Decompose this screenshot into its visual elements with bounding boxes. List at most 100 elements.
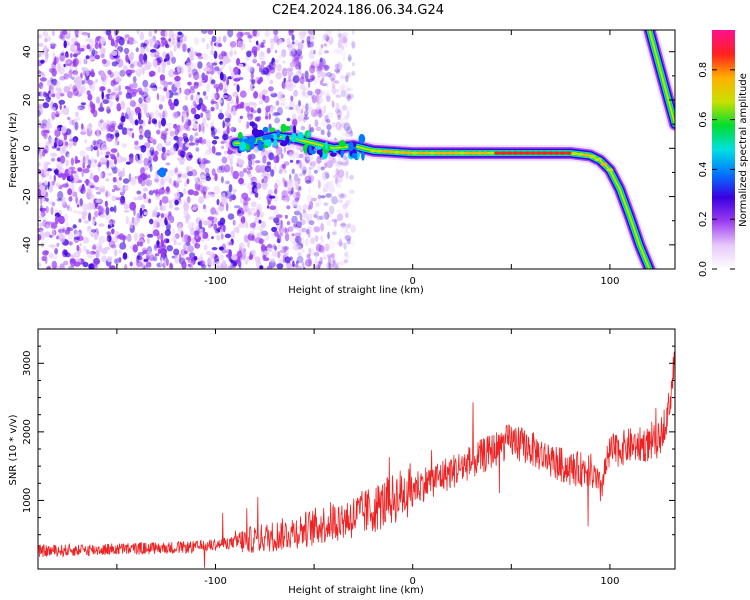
noise-speck: [277, 233, 280, 241]
noise-speck: [254, 237, 262, 244]
noise-speck: [168, 202, 173, 209]
noise-speck: [284, 227, 287, 234]
noise-speck: [181, 173, 189, 179]
noise-speck: [162, 109, 168, 119]
noise-speck: [312, 37, 316, 41]
noise-speck: [268, 216, 275, 221]
noise-speck: [198, 220, 203, 229]
noise-speck: [332, 260, 336, 264]
noise-speck: [351, 39, 354, 48]
trace-blob: [276, 129, 281, 138]
trace-blob: [238, 137, 244, 143]
noise-speck: [70, 170, 77, 174]
noise-speck: [343, 254, 351, 260]
noise-speck: [344, 160, 350, 165]
noise-speck: [202, 220, 210, 226]
noise-speck: [65, 204, 71, 208]
noise-speck: [324, 114, 329, 122]
noise-speck: [286, 261, 292, 269]
noise-speck: [285, 228, 290, 234]
noise-speck: [291, 168, 295, 175]
noise-speck: [128, 173, 132, 183]
noise-speck: [207, 257, 213, 266]
noise-speck: [300, 32, 307, 37]
noise-speck: [249, 230, 255, 236]
noise-speck: [161, 196, 169, 204]
noise-speck: [218, 82, 224, 91]
noise-speck: [82, 168, 90, 174]
noise-speck: [304, 87, 310, 91]
noise-speck: [337, 49, 343, 55]
noise-speck: [190, 52, 194, 61]
noise-speck: [266, 246, 270, 253]
noise-speck: [128, 52, 134, 62]
noise-speck: [201, 72, 206, 81]
noise-speck: [62, 227, 66, 233]
noise-speck: [251, 185, 258, 194]
noise-speck: [338, 33, 342, 42]
noise-speck: [230, 230, 235, 239]
y-tick-label: -20: [22, 188, 33, 204]
noise-speck: [165, 175, 172, 183]
noise-speck: [190, 169, 198, 177]
noise-speck: [328, 240, 336, 249]
noise-speck: [67, 188, 73, 196]
noise-speck: [134, 119, 139, 126]
noise-speck: [98, 245, 103, 253]
noise-speck: [187, 245, 194, 253]
noise-speck: [273, 164, 277, 173]
noise-speck: [83, 220, 89, 224]
noise-speck: [58, 99, 66, 105]
noise-speck: [315, 178, 319, 182]
noise-speck: [210, 79, 216, 85]
noise-speck: [117, 141, 120, 146]
noise-speck: [186, 166, 189, 173]
noise-speck: [286, 37, 290, 46]
noise-speck: [316, 155, 322, 164]
noise-speck: [149, 39, 153, 48]
noise-speck: [228, 184, 233, 193]
noise-speck: [38, 142, 41, 147]
noise-speck: [83, 69, 86, 77]
trace-blob: [251, 128, 259, 136]
noise-speck: [227, 102, 230, 111]
noise-speck: [215, 210, 218, 216]
noise-speck: [264, 30, 271, 37]
trace-blob: [257, 142, 264, 151]
noise-speck: [168, 38, 172, 42]
noise-speck: [103, 147, 110, 151]
noise-speck: [93, 140, 100, 150]
noise-speck: [57, 62, 62, 69]
noise-speck: [182, 132, 188, 138]
noise-speck: [95, 78, 99, 83]
noise-speck: [295, 204, 302, 212]
noise-speck: [114, 129, 120, 139]
noise-speck: [297, 177, 301, 184]
noise-speck: [345, 75, 349, 83]
noise-speck: [180, 249, 186, 256]
noise-speck: [188, 73, 192, 78]
noise-speck: [281, 222, 285, 230]
noise-speck: [165, 212, 170, 222]
noise-speck: [158, 112, 162, 116]
noise-speck: [188, 88, 195, 94]
noise-speck: [51, 111, 56, 120]
noise-speck: [149, 49, 157, 53]
noise-speck: [297, 252, 303, 257]
noise-speck: [224, 233, 231, 239]
noise-speck: [129, 261, 133, 267]
noise-speck: [326, 160, 334, 169]
noise-speck: [272, 61, 278, 68]
noise-speck: [305, 180, 312, 184]
noise-speck: [340, 223, 347, 227]
noise-speck: [311, 166, 315, 170]
noise-speck: [304, 70, 309, 80]
noise-speck: [116, 181, 122, 191]
noise-speck: [150, 37, 155, 41]
noise-speck: [99, 171, 103, 180]
colorbar-tick-label: 0.8: [698, 62, 709, 78]
noise-speck: [124, 34, 130, 39]
noise-speck: [246, 183, 254, 190]
noise-speck: [91, 218, 96, 225]
y-tick-label: 2000: [22, 419, 33, 444]
